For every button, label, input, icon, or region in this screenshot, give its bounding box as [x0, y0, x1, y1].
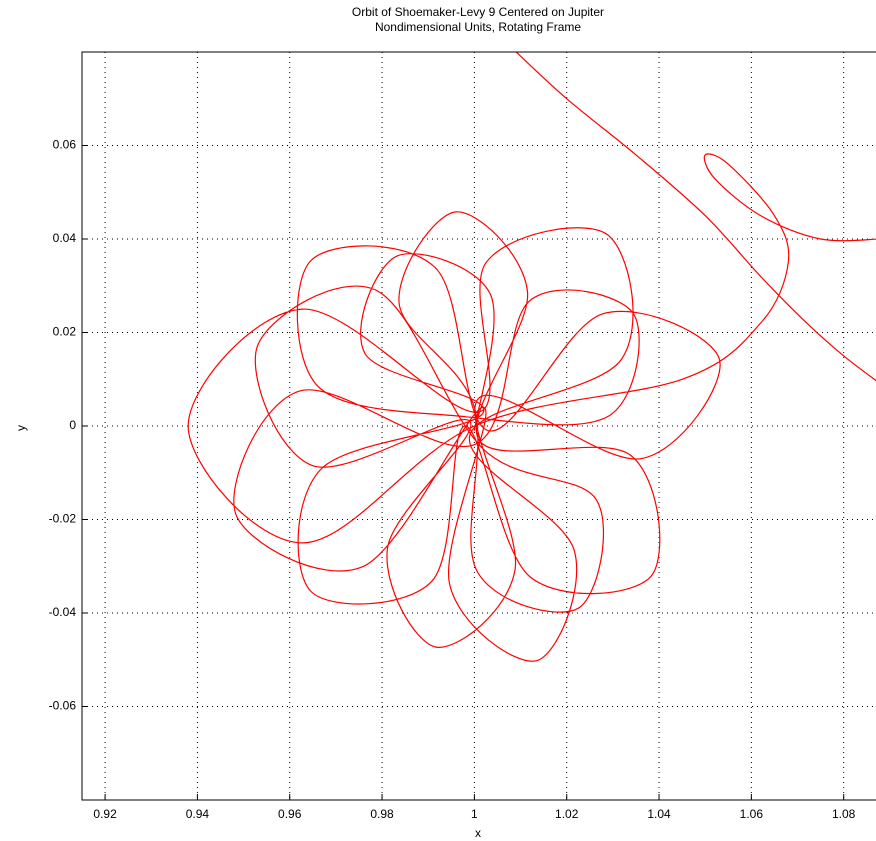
grid: [82, 52, 876, 800]
y-tick-label: -0.02: [49, 512, 77, 526]
y-tick-label: 0.04: [53, 231, 77, 245]
x-tick-label: 0.98: [370, 807, 394, 821]
axes-frame: [81, 51, 876, 801]
x-tick-label: 0.96: [278, 807, 302, 821]
y-axis-label: y: [14, 425, 28, 431]
chart-title: Orbit of Shoemaker-Levy 9 Centered on Ju…: [352, 5, 604, 19]
x-tick-label: 1.08: [832, 807, 856, 821]
plot-area: [187, 52, 876, 662]
y-tick-label: -0.04: [49, 605, 77, 619]
x-tick-label: 0.92: [93, 807, 117, 821]
x-tick-label: 1.04: [647, 807, 671, 821]
y-tick-label: -0.06: [49, 699, 77, 713]
x-tick-label: 1: [471, 807, 478, 821]
x-tick-label: 0.94: [186, 807, 210, 821]
y-tick-label: 0: [69, 418, 76, 432]
y-tick-label: 0.02: [53, 325, 77, 339]
chart-subtitle: Nondimensional Units, Rotating Frame: [375, 20, 581, 34]
orbit-line: [187, 52, 876, 662]
y-tick-label: 0.06: [53, 138, 77, 152]
x-tick-label: 1.06: [740, 807, 764, 821]
x-axis-label: x: [475, 826, 481, 840]
x-tick-label: 1.02: [555, 807, 579, 821]
